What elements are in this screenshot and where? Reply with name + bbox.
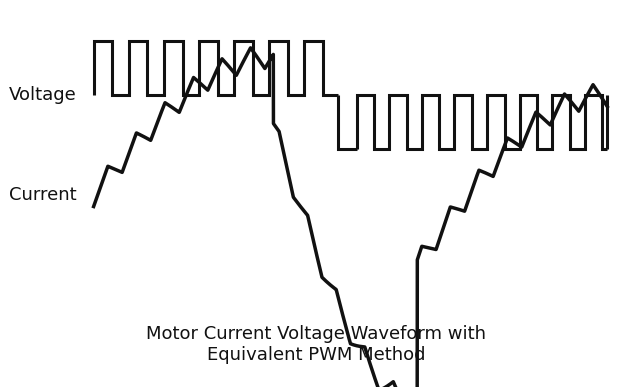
Text: Voltage: Voltage [9,86,77,104]
Text: Motor Current Voltage Waveform with
Equivalent PWM Method: Motor Current Voltage Waveform with Equi… [146,325,486,364]
Text: Current: Current [9,186,76,204]
